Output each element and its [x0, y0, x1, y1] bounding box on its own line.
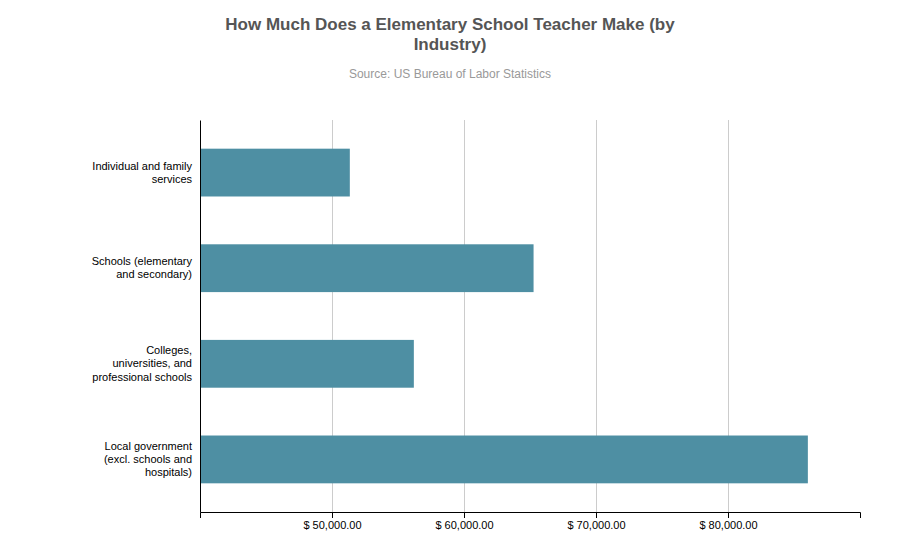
y-axis-line — [200, 121, 201, 513]
y-tick: Individual and familyservices — [92, 160, 192, 185]
x-tick: $ 60,000.00 — [435, 512, 493, 531]
title-line: How Much Does a Elementary School Teache… — [225, 15, 675, 34]
y-axis: Local government(excl. schools andhospit… — [92, 121, 201, 513]
x-tick-label: $ 80,000.00 — [699, 519, 757, 531]
y-tick-label: Local government(excl. schools andhospit… — [104, 440, 192, 478]
x-tick-label: $ 60,000.00 — [435, 519, 493, 531]
bar — [200, 149, 350, 197]
y-tick-label: Colleges,universities, and professional s… — [92, 344, 192, 382]
y-tick-label-line: Colleges, — [146, 344, 192, 356]
y-tick-label-line: Local government — [105, 440, 192, 452]
y-tick: Schools (elementaryand secondary) — [92, 255, 193, 280]
title-line: Industry) — [414, 35, 487, 54]
x-tick-mark — [464, 512, 465, 518]
x-tick: $ 70,000.00 — [567, 512, 625, 531]
subtitle: Source: US Bureau of Labor Statistics — [349, 67, 551, 81]
y-tick-label-line: and secondary) — [116, 268, 192, 280]
y-tick-label-line: (excl. schools and — [104, 453, 192, 465]
x-axis-line — [201, 513, 861, 519]
bars — [200, 149, 808, 484]
y-tick-label: Individual and familyservices — [92, 160, 192, 185]
bar — [200, 340, 414, 388]
y-tick-label-line: Individual and family — [92, 160, 192, 172]
bar — [200, 244, 534, 292]
y-tick-label: Schools (elementaryand secondary) — [92, 255, 193, 280]
bar — [200, 436, 808, 484]
title: How Much Does a Elementary School Teache… — [225, 15, 675, 54]
y-tick: Colleges,universities, and professional s… — [92, 344, 192, 382]
y-tick-label-line: universities, and — [113, 357, 193, 369]
y-tick-label-line: hospitals) — [145, 466, 192, 478]
x-tick-mark — [332, 512, 333, 518]
x-tick: $ 80,000.00 — [699, 512, 757, 531]
y-tick-label-line: professional schools — [92, 371, 192, 383]
x-tick-label: $ 50,000.00 — [303, 519, 361, 531]
chart: How Much Does a Elementary School Teache… — [0, 0, 900, 557]
x-tick-mark — [728, 512, 729, 518]
plot: $ 50,000.00 $ 60,000.00 $ 70,000.00 $ 80,00… — [0, 120, 861, 531]
x-tick-label: $ 70,000.00 — [567, 519, 625, 531]
y-tick-label-line: services — [152, 173, 193, 185]
x-tick-mark — [596, 512, 597, 518]
y-tick: Local government(excl. schools andhospit… — [104, 440, 192, 478]
y-tick-label-line: Schools (elementary — [92, 255, 193, 267]
x-tick: $ 50,000.00 — [303, 512, 361, 531]
x-axis: $ 50,000.00 $ 60,000.00 $ 70,000.00 $ 80,00… — [201, 512, 861, 531]
